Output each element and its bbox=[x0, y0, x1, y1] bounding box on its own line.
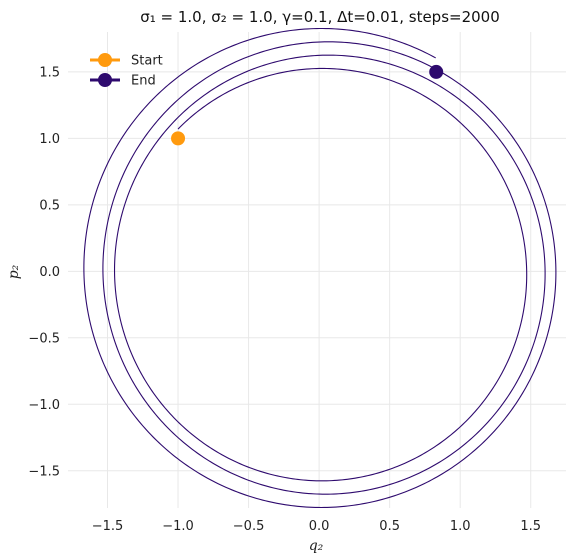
x-tick-label: −1.0 bbox=[162, 519, 194, 534]
grid-vertical bbox=[107, 32, 532, 508]
trajectory-line bbox=[83, 27, 557, 509]
legend: Start End bbox=[90, 53, 163, 89]
legend-end-label: End bbox=[131, 74, 156, 89]
legend-end-marker bbox=[98, 73, 112, 87]
y-tick-label: −0.5 bbox=[28, 331, 60, 346]
x-tick-labels: −1.5 −1.0 −0.5 0.0 0.5 1.0 1.5 bbox=[92, 519, 541, 534]
y-tick-labels: −1.5 −1.0 −0.5 0.0 0.5 1.0 1.5 bbox=[28, 65, 60, 479]
y-tick-label: −1.5 bbox=[28, 464, 60, 479]
y-tick-label: 1.5 bbox=[39, 65, 60, 80]
y-tick-label: 1.0 bbox=[39, 132, 60, 147]
x-tick-label: 1.5 bbox=[520, 519, 541, 534]
legend-start-marker bbox=[98, 53, 112, 67]
y-tick-label: 0.5 bbox=[39, 198, 60, 213]
x-tick-label: −0.5 bbox=[233, 519, 265, 534]
x-tick-label: −1.5 bbox=[92, 519, 124, 534]
x-tick-label: 0.5 bbox=[379, 519, 400, 534]
end-marker bbox=[429, 64, 444, 79]
chart-title: σ₁ = 1.0, σ₂ = 1.0, γ=0.1, Δt=0.01, step… bbox=[140, 8, 500, 26]
x-tick-label: 0.0 bbox=[309, 519, 330, 534]
y-tick-label: −1.0 bbox=[28, 398, 60, 413]
y-tick-label: 0.0 bbox=[39, 265, 60, 280]
x-axis-label: q₂ bbox=[309, 538, 324, 554]
y-axis-label: p₂ bbox=[6, 264, 22, 279]
legend-start-label: Start bbox=[131, 54, 163, 69]
start-marker bbox=[171, 131, 186, 146]
x-tick-label: 1.0 bbox=[450, 519, 471, 534]
grid-horizontal bbox=[68, 71, 566, 472]
